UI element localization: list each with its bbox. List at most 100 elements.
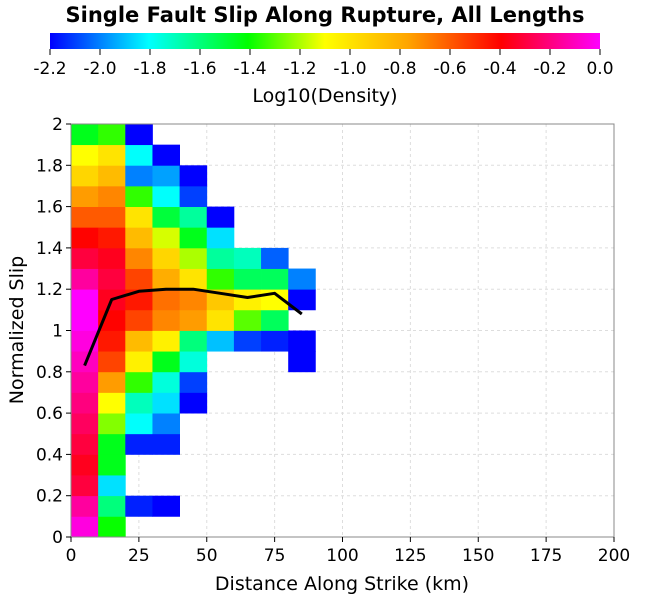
heatmap-cell [71, 392, 99, 414]
colorbar-tick-label: -2.0 [83, 59, 116, 79]
y-tick-label: 0.4 [36, 445, 63, 465]
y-axis-label: Normalized Slip [6, 256, 28, 404]
colorbar-tick-label: -1.0 [333, 59, 366, 79]
y-tick-label: 1.2 [36, 280, 63, 300]
heatmap-cell [206, 247, 235, 269]
x-tick-label: 200 [598, 546, 630, 566]
x-tick-label: 0 [66, 546, 77, 566]
colorbar-tick-label: -0.2 [533, 59, 566, 79]
heatmap-cell [152, 309, 180, 331]
heatmap-cell [98, 433, 126, 455]
colorbar-tick-label: -1.8 [133, 59, 166, 79]
y-tick-label: 2 [52, 115, 63, 135]
heatmap-cell [125, 309, 153, 331]
heatmap-cell [179, 247, 208, 269]
colorbar-tick-label: -1.2 [283, 59, 316, 79]
heatmap-cell [71, 475, 99, 497]
heatmap-cell [71, 516, 99, 538]
heatmap-cell [125, 433, 153, 455]
chart-title: Single Fault Slip Along Rupture, All Len… [66, 3, 585, 27]
x-tick-label: 150 [462, 546, 494, 566]
heatmap-cell [71, 289, 99, 311]
heatmap-cell [206, 309, 235, 331]
heatmap-cell [179, 351, 208, 373]
heatmap-cell [152, 392, 180, 414]
heatmap-cell [71, 227, 99, 249]
mean-slip-line [83, 287, 303, 367]
heatmap-cell [233, 330, 262, 352]
heatmap-cell [152, 185, 180, 207]
heatmap-cell [233, 289, 262, 311]
y-tick-label: 0.8 [36, 363, 63, 383]
heatmap-cell [71, 268, 99, 290]
heatmap-cell [179, 206, 208, 228]
heatmap-cell [261, 247, 289, 269]
y-tick-label: 0.6 [36, 404, 63, 424]
heatmap-cell [152, 268, 180, 290]
y-axis-ticks: 0 0.2 0.4 0.6 0.8 1 1.2 1.4 1.6 1.8 2 [36, 115, 71, 548]
x-tick-label: 75 [264, 546, 286, 566]
heatmap-cell [233, 247, 262, 269]
colorbar-tick-label: 0.0 [586, 59, 613, 79]
heatmap-cell [71, 144, 99, 166]
x-tick-label: 25 [128, 546, 150, 566]
heatmap-cell [152, 289, 180, 311]
heatmap-cell [288, 268, 316, 290]
heatmap-cell [152, 144, 180, 166]
heatmap-cell [98, 206, 126, 228]
heatmap-cell [179, 227, 208, 249]
heatmap-cell [233, 268, 262, 290]
colorbar-tick-label: -2.2 [33, 59, 66, 79]
heatmap-cell [98, 371, 126, 393]
x-tick-label: 125 [394, 546, 426, 566]
x-tick-label: 175 [530, 546, 562, 566]
heatmap-cell [71, 247, 99, 269]
heatmap-cell [152, 413, 180, 435]
heatmap-cell [98, 392, 126, 414]
colorbar-label: Log10(Density) [252, 85, 397, 107]
colorbar-tick-label: -1.4 [233, 59, 266, 79]
heatmap-cell [98, 516, 126, 538]
heatmap-cell [152, 351, 180, 373]
heatmap-cell [98, 454, 126, 476]
x-tick-label: 50 [196, 546, 218, 566]
x-axis-ticks: 0 25 50 75 100 125 150 175 200 [66, 537, 630, 566]
heatmap-cell [125, 268, 153, 290]
heatmap-cell [125, 124, 153, 146]
heatmap-cell [125, 227, 153, 249]
heatmap-cell [288, 351, 316, 373]
heatmap-cell [71, 433, 99, 455]
heatmap-cell [98, 495, 126, 517]
heatmap-cell [125, 185, 153, 207]
heatmap-cell [71, 371, 99, 393]
heatmap-cell [125, 206, 153, 228]
heatmap-cell [125, 247, 153, 269]
heatmap-cell [125, 351, 153, 373]
colorbar [50, 33, 600, 49]
colorbar-tick-label: -0.6 [433, 59, 466, 79]
heatmap-cell [261, 309, 289, 331]
y-tick-label: 0 [52, 528, 63, 548]
heatmap-cell [152, 433, 180, 455]
y-tick-label: 1.6 [36, 198, 63, 218]
heatmap-cell [98, 475, 126, 497]
heatmap-cell [71, 185, 99, 207]
heatmap-cell [152, 247, 180, 269]
heatmap-cell [71, 309, 99, 331]
heatmap-cell [125, 330, 153, 352]
heatmap-cell [71, 454, 99, 476]
colorbar-tick-label: -0.4 [483, 59, 516, 79]
heatmap-cell [152, 330, 180, 352]
x-tick-label: 100 [326, 546, 358, 566]
heatmap-cell [98, 165, 126, 187]
heatmap-cell [179, 371, 208, 393]
heatmap-cell [233, 309, 262, 331]
heatmap-cell [125, 165, 153, 187]
heatmap-cell [261, 268, 289, 290]
heatmap-cell [71, 165, 99, 187]
heatmap-cell [125, 392, 153, 414]
colorbar-tick-label: -0.8 [383, 59, 416, 79]
heatmap-cell [206, 227, 235, 249]
x-axis-label: Distance Along Strike (km) [215, 573, 469, 595]
